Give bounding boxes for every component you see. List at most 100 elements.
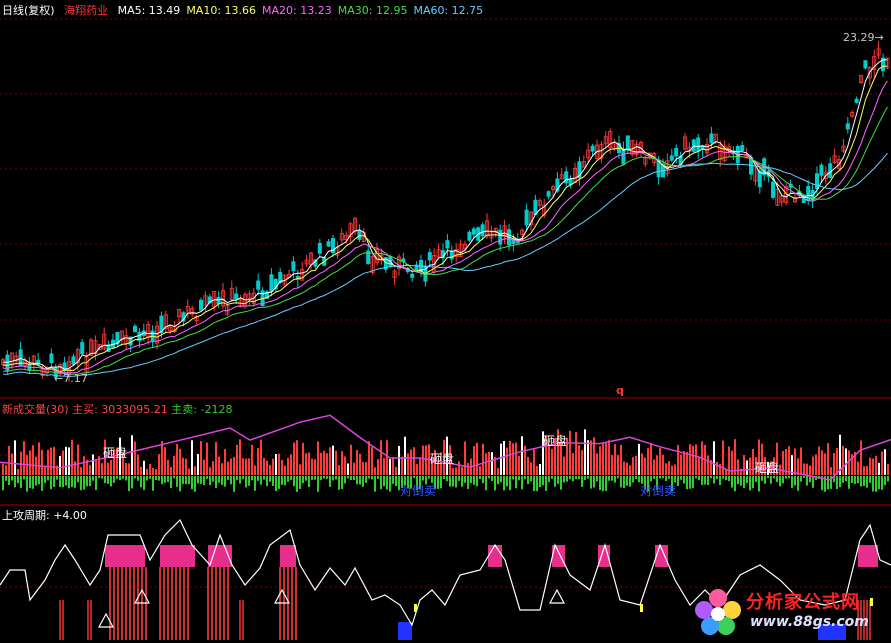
sell-bar [323,476,325,479]
stock-name[interactable]: 海翔药业 [64,4,109,17]
sell-bar [491,476,493,482]
candle-body [458,243,463,258]
sell-bar [71,476,73,488]
sell-bar [785,476,787,479]
volume-bar [737,459,739,475]
sell-bar [533,476,535,492]
volume-bar [137,454,139,475]
candle-body [168,326,173,332]
volume-bar [554,438,556,475]
sell-bar [509,476,511,491]
volume-bar [203,459,205,475]
sell-bar [728,476,730,482]
volume-bar [725,468,727,475]
volume-bar [476,442,478,475]
volume-bar [257,447,259,475]
sell-bar [14,476,16,488]
volume-bar [446,436,448,475]
sell-bar [632,476,634,483]
candle-body [850,112,855,117]
volume-bar [674,464,676,475]
sell-bar [719,476,721,486]
sell-bar [107,476,109,484]
candle-body [348,223,353,237]
volume-bar [59,455,61,475]
candle-body [881,57,886,72]
cycle-peak-fill [858,545,878,567]
volume-panel-title[interactable]: 新成交量(30) 主买: 3033095.21 主卖: -2128 [2,403,233,416]
sell-bar [143,476,145,490]
sell-bar [863,476,865,487]
sell-bar [83,476,85,490]
sell-bar [359,476,361,485]
volume-bar [527,456,529,475]
volume-bar [395,466,397,475]
volume-bar [551,448,553,475]
volume-bar [2,463,4,475]
volume-bar [659,447,661,475]
candle-body [308,252,313,265]
volume-bar [515,442,517,475]
sell-bar [569,476,571,480]
sell-bar [305,476,307,481]
volume-bar [680,454,682,475]
sell-bar [869,476,871,483]
candle-body [159,315,164,334]
candle-body [326,241,331,247]
sell-bar [302,476,304,484]
volume-bar [656,455,658,475]
sell-bar [32,476,34,489]
candle-body [49,353,54,364]
volume-bar [353,462,355,475]
sell-bar [197,476,199,484]
sell-bar [353,476,355,481]
volume-bar [398,445,400,475]
sell-bar [467,476,469,489]
cycle-panel-title[interactable]: 上攻周期: +4.00 [2,509,87,522]
ma-line [2,106,888,375]
sell-bar [554,476,556,487]
sell-bar [812,476,814,488]
sell-bar [173,476,175,479]
volume-bar [170,467,172,475]
candle-body [625,135,630,151]
volume-bar [284,465,286,475]
candle-body [555,178,560,192]
sell-bar [740,476,742,486]
sell-bar [521,476,523,490]
volume-bar [479,466,481,475]
sell-bar [419,476,421,490]
sell-bar [485,476,487,491]
volume-bar [857,461,859,475]
sell-bar [833,476,835,483]
volume-bar [677,444,679,475]
sell-bar [74,476,76,488]
volume-bar [134,441,136,475]
volume-bar [347,463,349,475]
sell-bar [404,476,406,486]
sell-bar [662,476,664,479]
volume-bar [272,458,274,475]
sell-bar [614,476,616,483]
candle-body [71,356,76,365]
volume-bar [77,444,79,475]
sell-bar [497,476,499,485]
sell-bar [407,476,409,489]
candle-body [564,171,569,184]
annotation-zapan-2: 砸盘 [430,452,455,466]
period-label[interactable]: 日线(复权) [2,4,55,17]
volume-bar [611,455,613,475]
volume-bar [536,465,538,475]
sell-bar [29,476,31,489]
volume-bar [464,441,466,475]
candle-body [344,234,349,241]
sell-bar [281,476,283,485]
candle-body [374,249,379,263]
volume-bar [878,462,880,475]
volume-bar [800,447,802,475]
candle-body [854,98,859,103]
volume-bar [455,467,457,475]
volume-bar [671,465,673,475]
sell-bar [707,476,709,486]
